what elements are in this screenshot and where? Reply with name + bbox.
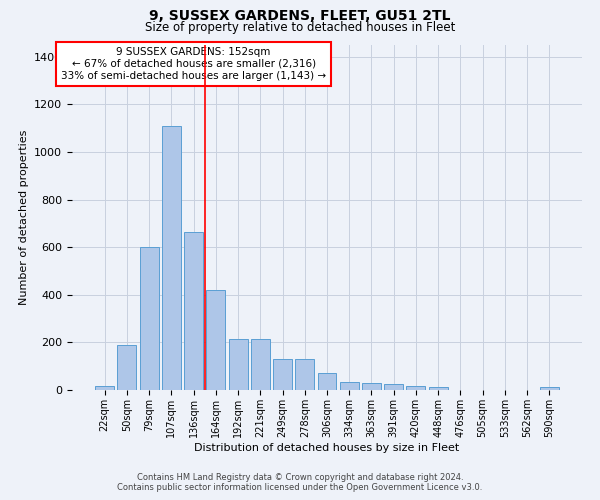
- Bar: [362, 383, 381, 390]
- Bar: [206, 290, 225, 390]
- Bar: [162, 126, 181, 390]
- Bar: [429, 387, 448, 390]
- Bar: [229, 339, 248, 390]
- Bar: [317, 374, 337, 390]
- Bar: [406, 386, 425, 390]
- Text: Size of property relative to detached houses in Fleet: Size of property relative to detached ho…: [145, 21, 455, 34]
- Bar: [295, 359, 314, 390]
- Text: 9 SUSSEX GARDENS: 152sqm
← 67% of detached houses are smaller (2,316)
33% of sem: 9 SUSSEX GARDENS: 152sqm ← 67% of detach…: [61, 48, 326, 80]
- Text: 9, SUSSEX GARDENS, FLEET, GU51 2TL: 9, SUSSEX GARDENS, FLEET, GU51 2TL: [149, 9, 451, 23]
- Bar: [340, 382, 359, 390]
- Bar: [95, 386, 114, 390]
- Y-axis label: Number of detached properties: Number of detached properties: [19, 130, 29, 305]
- Text: Contains HM Land Registry data © Crown copyright and database right 2024.
Contai: Contains HM Land Registry data © Crown c…: [118, 473, 482, 492]
- Bar: [540, 387, 559, 390]
- Bar: [273, 359, 292, 390]
- Bar: [184, 232, 203, 390]
- X-axis label: Distribution of detached houses by size in Fleet: Distribution of detached houses by size …: [194, 442, 460, 452]
- Bar: [140, 247, 158, 390]
- Bar: [118, 345, 136, 390]
- Bar: [384, 384, 403, 390]
- Bar: [251, 339, 270, 390]
